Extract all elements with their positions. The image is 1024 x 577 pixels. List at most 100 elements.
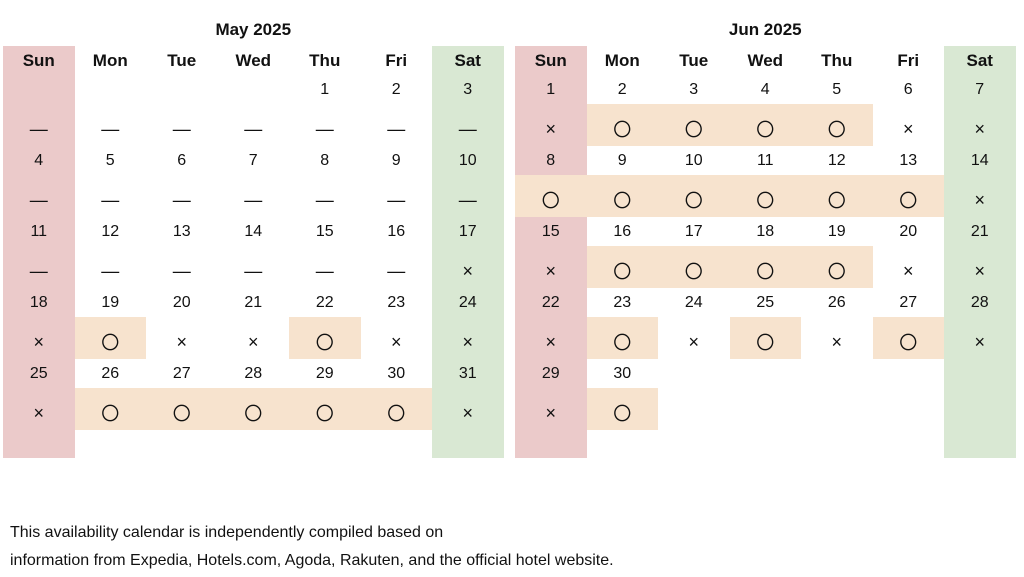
availability-mark: —: [315, 189, 334, 210]
weekday-label: Thu: [309, 50, 341, 70]
availability-mark: —: [172, 260, 191, 281]
availability-mark: 〇: [217, 388, 289, 430]
date-number: 13: [172, 223, 191, 240]
availability-mark: —: [315, 260, 334, 281]
date-number: 11: [756, 152, 774, 169]
availability-mark: ×: [944, 104, 1016, 146]
date-number: 25: [756, 294, 775, 311]
calendar-jun-2025: Jun 2025 Sun Mon Tue Wed Thu Fri Sat 1 2 3 4 5 6 7 × 〇〇…: [515, 8, 1016, 458]
date-number: 29: [515, 359, 587, 388]
date-number: 4: [3, 146, 75, 175]
date-number: 12: [101, 223, 120, 240]
availability-row: × 〇〇〇〇〇 ×: [3, 388, 504, 430]
availability-mark: —: [387, 189, 406, 210]
availability-mark: ×: [902, 260, 914, 281]
weekday-label: Tue: [167, 50, 197, 70]
date-number: [218, 75, 290, 104]
date-row: 11 12 13 14 15 16 17: [3, 217, 504, 246]
availability-mark: 〇: [872, 317, 944, 359]
date-number: 14: [244, 223, 263, 240]
availability-mark: 〇: [729, 317, 801, 359]
availability-mark: ×: [515, 317, 587, 359]
availability-mark: [944, 388, 1016, 430]
availability-mark: ×: [515, 104, 587, 146]
date-number: 19: [827, 223, 846, 240]
date-number: 21: [944, 217, 1016, 246]
availability-mark: 〇: [289, 388, 361, 430]
tail-cell: [3, 430, 75, 458]
date-number: 1: [515, 75, 587, 104]
weekday-label: Wed: [235, 50, 272, 70]
date-number: 30: [387, 365, 406, 382]
date-number: 9: [391, 152, 401, 169]
availability-row: × 〇: [515, 388, 1016, 430]
date-number: [730, 359, 802, 388]
date-number: 18: [756, 223, 775, 240]
availability-mark: —: [432, 104, 504, 146]
availability-row: × 〇〇〇〇 × ×: [515, 246, 1016, 288]
tail-cell: [801, 430, 873, 458]
date-number: 22: [515, 288, 587, 317]
availability-mark: —: [3, 246, 75, 288]
availability-mark: ×: [944, 317, 1016, 359]
date-number: 7: [944, 75, 1016, 104]
date-number: 20: [172, 294, 191, 311]
availability-mark: ×: [390, 331, 402, 352]
availability-mark: —: [432, 175, 504, 217]
tail-cell: [515, 430, 587, 458]
date-number: 1: [320, 81, 330, 98]
availability-mark: ×: [247, 331, 259, 352]
weekday-label: Wed: [747, 50, 784, 70]
availability-mark: 〇: [658, 246, 730, 288]
availability-mark: —: [101, 260, 120, 281]
availability-mark: 〇: [360, 388, 432, 430]
date-number: 6: [903, 81, 913, 98]
availability-mark: —: [244, 260, 263, 281]
date-number: 14: [944, 146, 1016, 175]
date-number: [873, 359, 945, 388]
availability-mark: —: [3, 104, 75, 146]
availability-mark: 〇: [801, 175, 873, 217]
date-number: 23: [387, 294, 406, 311]
calendar-tail-row: [3, 430, 504, 458]
weekday-label: Mon: [92, 50, 128, 70]
date-number: 10: [684, 152, 703, 169]
availability-mark: —: [172, 118, 191, 139]
availability-mark: 〇: [586, 317, 658, 359]
calendar-may-2025: May 2025 Sun Mon Tue Wed Thu Fri Sat 1 2 3— — — — — — —…: [3, 8, 504, 458]
date-number: 28: [244, 365, 263, 382]
month-grid: Sun Mon Tue Wed Thu Fri Sat 1 2 3— — — — — — —4 5 6 7 8 9 10—…: [3, 46, 504, 458]
date-number: 13: [899, 152, 918, 169]
availability-mark: 〇: [146, 388, 218, 430]
availability-row: × 〇 × × 〇 × ×: [3, 317, 504, 359]
availability-mark: —: [244, 189, 263, 210]
date-number: [3, 75, 75, 104]
availability-mark: —: [244, 118, 263, 139]
date-row: 1 2 3 4 5 6 7: [515, 75, 1016, 104]
date-number: 22: [315, 294, 334, 311]
date-number: 8: [320, 152, 330, 169]
date-number: [658, 359, 730, 388]
availability-row: — — — — — — —: [3, 175, 504, 217]
availability-mark: 〇: [872, 175, 944, 217]
availability-mark: ×: [176, 331, 187, 352]
tail-cell: [146, 430, 218, 458]
weekday-header-row: Sun Mon Tue Wed Thu Fri Sat: [3, 46, 504, 75]
tail-cell: [658, 430, 730, 458]
availability-mark: 〇: [658, 104, 730, 146]
weekday-label: Sun: [515, 46, 587, 75]
footer-line: This availability calendar is independen…: [10, 524, 444, 541]
weekday-label: Thu: [821, 50, 853, 70]
availability-row: — — — — — — —: [3, 104, 504, 146]
date-number: 4: [760, 81, 770, 98]
weekday-label: Mon: [604, 50, 640, 70]
month-grid: Sun Mon Tue Wed Thu Fri Sat 1 2 3 4 5 6 7 × 〇〇〇〇 × × 8 9 10 1…: [515, 46, 1016, 458]
date-number: [944, 359, 1016, 388]
availability-mark: 〇: [801, 104, 873, 146]
date-number: 16: [387, 223, 406, 240]
availability-mark: 〇: [586, 175, 658, 217]
tail-cell: [289, 430, 361, 458]
date-number: 12: [827, 152, 846, 169]
date-number: 11: [3, 217, 75, 246]
availability-mark: 〇: [586, 104, 658, 146]
